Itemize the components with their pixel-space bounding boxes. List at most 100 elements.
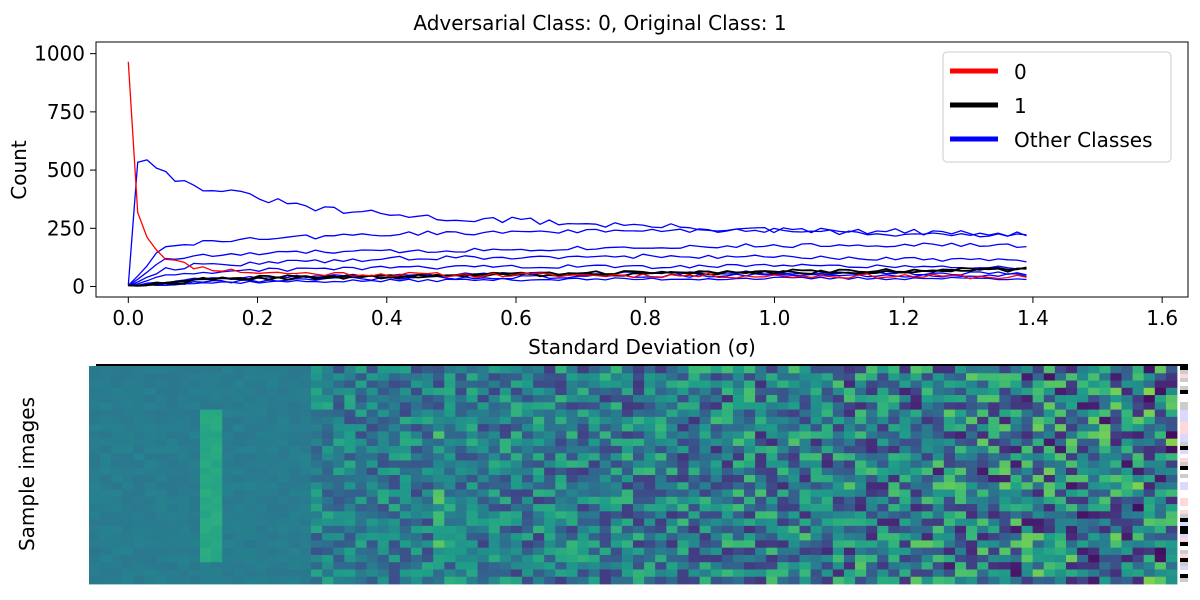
sample-pixel bbox=[1032, 380, 1045, 389]
sample-pixel bbox=[322, 424, 334, 432]
sample-pixel bbox=[954, 460, 967, 469]
sample-pixel bbox=[988, 380, 1000, 389]
sample-pixel bbox=[177, 482, 190, 490]
sample-pixel bbox=[688, 409, 701, 418]
sample-pixel bbox=[1043, 460, 1056, 469]
sample-pixel bbox=[344, 395, 356, 403]
sample-pixel bbox=[677, 431, 689, 440]
sample-pixel bbox=[200, 373, 212, 381]
sample-pixel bbox=[177, 576, 190, 585]
sample-pixel bbox=[866, 438, 878, 447]
sample-pixel bbox=[721, 380, 734, 389]
sample-pixel bbox=[843, 540, 856, 549]
edge-pixel bbox=[1180, 570, 1188, 574]
sample-pixel bbox=[655, 540, 667, 549]
sample-pixel bbox=[344, 482, 356, 490]
sample-pixel bbox=[311, 395, 323, 403]
sample-pixel bbox=[177, 402, 190, 410]
sample-pixel bbox=[977, 554, 989, 563]
sample-pixel bbox=[544, 416, 556, 425]
sample-pixel bbox=[877, 460, 889, 469]
sample-pixel bbox=[177, 504, 190, 512]
sample-pixel bbox=[843, 424, 856, 432]
sample-pixel bbox=[133, 431, 145, 440]
sample-pixel bbox=[954, 395, 967, 403]
sample-pixel bbox=[599, 511, 612, 519]
sample-pixel bbox=[399, 409, 412, 418]
sample-pixel bbox=[899, 518, 911, 527]
sample-pixel bbox=[666, 489, 678, 498]
sample-pixel bbox=[977, 366, 989, 374]
sample-pixel bbox=[466, 554, 478, 563]
sample-pixel bbox=[610, 431, 623, 440]
sample-pixel bbox=[222, 395, 234, 403]
sample-pixel bbox=[655, 496, 667, 505]
sample-pixel bbox=[277, 540, 290, 549]
sample-pixel bbox=[866, 431, 878, 440]
sample-pixel bbox=[832, 525, 845, 534]
sample-pixel bbox=[1077, 438, 1089, 447]
sample-pixel bbox=[200, 482, 212, 490]
sample-pixel bbox=[1154, 402, 1167, 410]
sample-pixel bbox=[621, 540, 634, 549]
edge-pixel bbox=[1180, 390, 1188, 394]
sample-pixel bbox=[954, 467, 967, 476]
sample-pixel bbox=[1054, 453, 1067, 461]
sample-pixel bbox=[732, 387, 745, 396]
sample-pixel bbox=[488, 431, 501, 440]
sample-pixel bbox=[399, 554, 412, 563]
sample-pixel bbox=[699, 569, 712, 578]
sample-pixel bbox=[610, 438, 623, 447]
sample-pixel bbox=[766, 482, 778, 490]
sample-pixel bbox=[144, 511, 157, 519]
sample-pixel bbox=[488, 525, 501, 534]
sample-pixel bbox=[544, 547, 556, 556]
sample-pixel bbox=[410, 482, 423, 490]
sample-pixel bbox=[266, 416, 279, 425]
sample-pixel bbox=[177, 445, 190, 454]
sample-pixel bbox=[633, 380, 645, 389]
sample-pixel bbox=[410, 395, 423, 403]
sample-pixel bbox=[921, 431, 934, 440]
sample-pixel bbox=[544, 431, 556, 440]
sample-pixel bbox=[344, 387, 356, 396]
sample-pixel bbox=[843, 504, 856, 512]
sample-pixel bbox=[89, 496, 101, 505]
sample-pixel bbox=[843, 445, 856, 454]
sample-pixel bbox=[455, 496, 467, 505]
sample-pixel bbox=[188, 489, 201, 498]
sample-pixel bbox=[921, 373, 934, 381]
sample-pixel bbox=[166, 496, 179, 505]
sample-pixel bbox=[466, 540, 478, 549]
sample-pixel bbox=[732, 569, 745, 578]
sample-pixel bbox=[710, 416, 723, 425]
sample-pixel bbox=[988, 416, 1000, 425]
sample-pixel bbox=[821, 402, 834, 410]
sample-pixel bbox=[777, 525, 789, 534]
legend: 0 1 Other Classes bbox=[942, 51, 1172, 163]
sample-pixel bbox=[533, 445, 545, 454]
sample-pixel bbox=[821, 547, 834, 556]
sample-pixel bbox=[999, 424, 1011, 432]
sample-pixel bbox=[866, 533, 878, 541]
sample-pixel bbox=[477, 424, 490, 432]
sample-pixel bbox=[344, 576, 356, 585]
sample-pixel bbox=[1143, 366, 1156, 374]
sample-pixel bbox=[366, 540, 379, 549]
sample-pixel bbox=[122, 402, 134, 410]
sample-pixel bbox=[222, 380, 234, 389]
edge-pixel bbox=[1180, 394, 1188, 398]
sample-pixel bbox=[810, 460, 823, 469]
sample-pixel bbox=[166, 373, 179, 381]
sample-pixel bbox=[533, 518, 545, 527]
sample-pixel bbox=[388, 387, 401, 396]
sample-pixel bbox=[732, 409, 745, 418]
edge-pixel bbox=[1180, 490, 1188, 494]
sample-pixel bbox=[311, 380, 323, 389]
sample-pixel bbox=[843, 547, 856, 556]
sample-pixel bbox=[1121, 395, 1133, 403]
sample-pixel bbox=[555, 482, 567, 490]
sample-pixel bbox=[1143, 373, 1156, 381]
sample-pixel bbox=[610, 395, 623, 403]
sample-pixel bbox=[244, 438, 256, 447]
